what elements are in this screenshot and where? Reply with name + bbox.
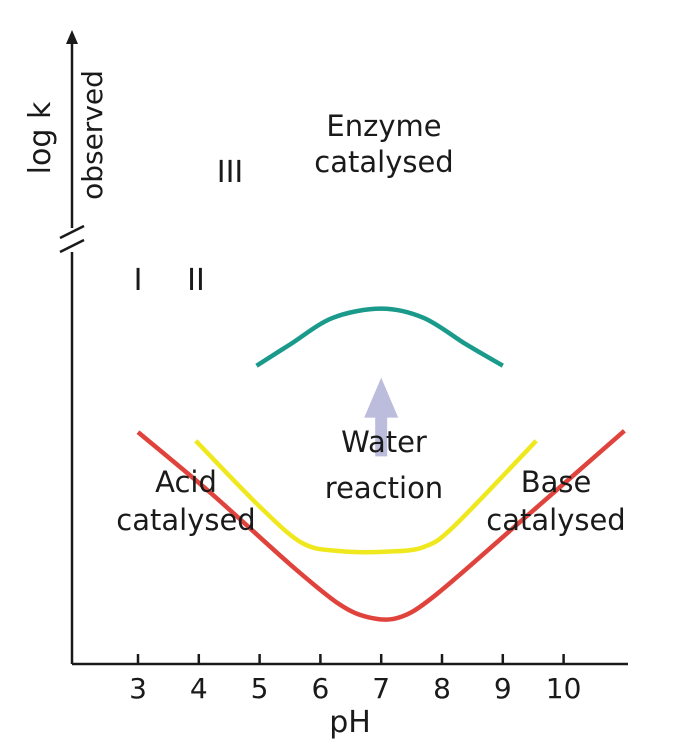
- x-tick-label-9: 9: [494, 672, 512, 705]
- series-line-II: [194, 439, 538, 555]
- curve-label-I: I: [134, 263, 143, 298]
- x-tick-label-4: 4: [190, 672, 208, 705]
- annotation-acid-line1: Acid: [155, 465, 217, 499]
- annotation-acid-line2: catalysed: [116, 503, 255, 537]
- x-axis-label: pH: [329, 705, 371, 740]
- series-line-I: [136, 429, 626, 622]
- arrow-shaft: [375, 415, 388, 457]
- annotation-base-line2: catalysed: [486, 503, 625, 537]
- annotation-water-line2: reaction: [325, 471, 443, 505]
- curve-label-II: II: [187, 263, 205, 298]
- x-tick-label-10: 10: [546, 672, 582, 705]
- annotation-enzyme-line2: catalysed: [314, 145, 453, 179]
- x-tick-label-8: 8: [433, 672, 451, 705]
- annotation-base-line1: Base: [521, 465, 592, 499]
- annotation-water-line1: Water: [341, 425, 427, 459]
- y-axis-sublabel: observed: [76, 70, 109, 200]
- axes: [59, 40, 628, 666]
- arrow-water-to-enzyme: [364, 377, 399, 457]
- x-ticks: 3 4 5 6 7 8 9 10: [129, 654, 581, 705]
- annotation-enzyme-line1: Enzyme: [326, 109, 441, 143]
- x-tick-label-5: 5: [251, 672, 269, 705]
- series-line-III: [255, 306, 504, 368]
- arrow-head: [364, 377, 399, 418]
- axis-break-mark-top: [59, 224, 85, 240]
- y-axis-arrowhead: [66, 30, 78, 44]
- curve-label-III: III: [217, 155, 244, 190]
- x-tick-label-7: 7: [372, 672, 390, 705]
- x-tick-label-6: 6: [311, 672, 329, 705]
- x-tick-label-3: 3: [129, 672, 147, 705]
- y-axis-label: log k: [23, 101, 58, 174]
- series-group: [136, 306, 626, 622]
- axis-break-mark-bottom: [59, 238, 85, 254]
